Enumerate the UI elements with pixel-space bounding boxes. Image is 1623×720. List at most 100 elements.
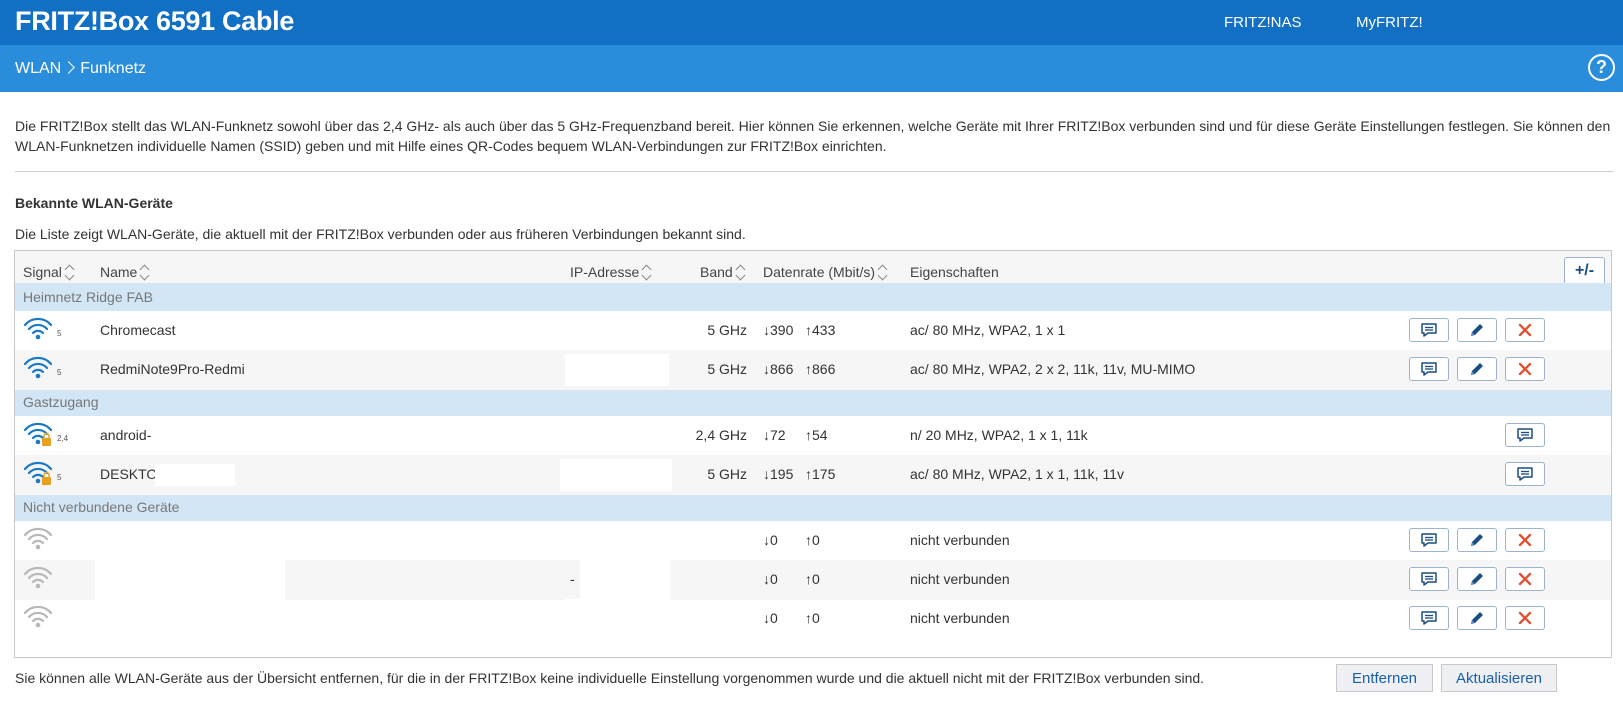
band-badge: 5 [57,329,62,338]
band-badge: 5 [57,473,62,482]
rate-up: ↑54 [805,427,828,443]
device-properties: nicht verbunden [910,532,1010,548]
fritz-nas-link[interactable]: FRITZ!NAS [1224,14,1302,31]
rate-down: ↓0 [763,610,778,626]
chevron-right-icon [62,61,76,74]
table-row: ↓0 ↑0 nicht verbunden [15,521,1611,561]
intro-text: Die FRITZ!Box stellt das WLAN-Funknetz s… [15,118,1611,154]
device-name: DESKTOP- [100,466,172,482]
redaction [560,459,672,491]
delete-button[interactable] [1505,528,1545,552]
band: 5 GHz [707,466,747,482]
breadcrumb-funknetz: Funknetz [80,60,147,77]
message-button[interactable] [1505,462,1545,486]
table-row: 5 RedmiNote9Pro-Redmi 5 GHz ↓866 ↑866 ac/ 80 … [15,350,1611,390]
edit-button[interactable] [1457,606,1497,630]
brand-title: FRITZ!Box 6591 Cable [15,6,295,36]
remove-button[interactable]: Entfernen [1336,664,1433,692]
section-title: Bekannte WLAN-Geräte [15,195,173,211]
band-badge: 5 [57,368,62,377]
refresh-button[interactable]: Aktualisieren [1441,664,1557,692]
device-name: android- [100,427,152,443]
group-home-network: Heimnetz Ridge FAB [15,283,1611,311]
delete-button[interactable] [1505,567,1545,591]
sort-icon [643,265,651,279]
delete-button[interactable] [1505,357,1545,381]
redaction [565,599,665,639]
rate-up: ↑0 [805,532,820,548]
message-button[interactable] [1409,318,1449,342]
footer-note: Sie können alle WLAN-Geräte aus der Über… [15,670,1205,686]
rate-up: ↑0 [805,610,820,626]
wifi-signal-icon [23,316,53,342]
col-properties: Eigenschaften [910,264,999,280]
band: 5 GHz [707,361,747,377]
band: 5 GHz [707,322,747,338]
rate-down: ↓0 [763,532,778,548]
sort-icon [879,265,887,279]
table-row: 5 Chromecast 5 GHz ↓390 ↑433 ac/ 80 MHz, WPA2… [15,311,1611,351]
rate-up: ↑866 [805,361,836,377]
rate-up: ↑0 [805,571,820,587]
help-icon[interactable]: ? [1588,54,1615,81]
table-row: 5 DESKTOP- 5 GHz ↓195 ↑175 ac/ 80 MHz, WPA2, … [15,455,1611,495]
rate-up: ↑433 [805,322,836,338]
top-bar: FRITZ!Box 6591 Cable FRITZ!NAS MyFRITZ! [0,0,1623,45]
col-ip[interactable]: IP-Adresse [570,264,651,280]
col-rate[interactable]: Datenrate (Mbit/s) [763,264,887,280]
breadcrumb-wlan[interactable]: WLAN [15,60,62,77]
device-name: RedmiNote9Pro-Redmi [100,361,245,377]
rate-down: ↓0 [763,571,778,587]
message-button[interactable] [1409,357,1449,381]
rate-up: ↑175 [805,466,836,482]
rate-down: ↓390 [763,322,794,338]
rate-down: ↓866 [763,361,794,377]
table-row: ↓0 ↑0 nicht verbunden [15,599,1611,639]
col-name-label: Name [100,264,138,280]
edit-button[interactable] [1457,318,1497,342]
edit-button[interactable] [1457,528,1497,552]
col-band-label: Band [700,264,733,280]
col-name[interactable]: Name [100,264,149,280]
wifi-signal-icon [23,526,53,552]
sort-icon [66,265,74,279]
redaction [580,560,670,600]
col-signal[interactable]: Signal [23,264,74,280]
section-description: Die Liste zeigt WLAN-Geräte, die aktuell… [15,226,746,242]
group-guest: Gastzugang [15,388,1611,416]
message-button[interactable] [1409,606,1449,630]
wifi-signal-icon [23,460,53,486]
delete-button[interactable] [1505,318,1545,342]
device-properties: nicht verbunden [910,571,1010,587]
wifi-signal-icon [23,355,53,381]
redaction [155,464,235,486]
ip-address: - [570,571,575,587]
wifi-signal-icon [23,604,53,630]
breadcrumb-bar: WLAN Funknetz ? [0,45,1623,92]
device-properties: ac/ 80 MHz, WPA2, 2 x 2, 11k, 11v, MU-MI… [910,361,1196,377]
device-table: Signal Name IP-Adresse Band Datenrate (M… [14,250,1612,658]
edit-button[interactable] [1457,357,1497,381]
col-band[interactable]: Band [700,264,745,280]
breadcrumb: WLAN Funknetz [15,60,146,78]
column-toggle-button[interactable]: +/- [1564,257,1605,285]
device-properties: n/ 20 MHz, WPA2, 1 x 1, 11k [910,427,1088,443]
message-button[interactable] [1505,423,1545,447]
sort-icon [141,265,149,279]
rate-down: ↓195 [763,466,794,482]
wifi-signal-icon [23,421,53,447]
col-signal-label: Signal [23,264,62,280]
redaction [95,560,285,600]
rate-down: ↓72 [763,427,786,443]
band: 2,4 GHz [695,427,747,443]
message-button[interactable] [1409,567,1449,591]
table-row: 2,4 android- 2,4 GHz ↓72 ↑54 n/ 20 MHz, WPA2,… [15,416,1611,456]
edit-button[interactable] [1457,567,1497,591]
device-name: Chromecast [100,322,176,338]
group-offline: Nicht verbundene Geräte [15,493,1611,521]
sort-icon [737,265,745,279]
myfritz-link[interactable]: MyFRITZ! [1356,14,1423,31]
band-badge: 2,4 [57,434,69,443]
message-button[interactable] [1409,528,1449,552]
delete-button[interactable] [1505,606,1545,630]
